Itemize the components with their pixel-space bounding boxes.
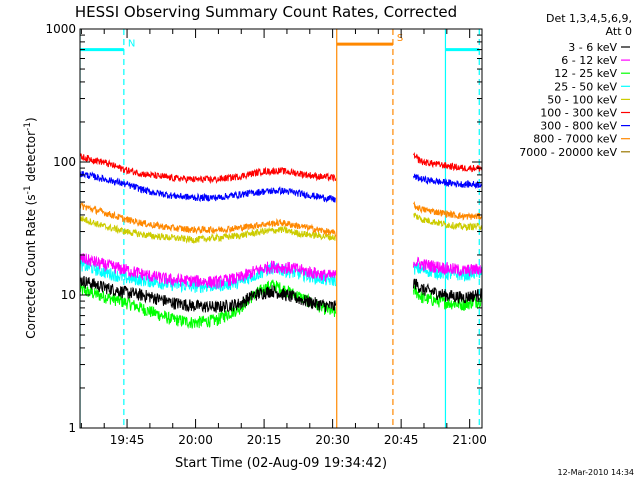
legend-label: 6 - 12 keV — [561, 54, 617, 67]
chart-title: HESSI Observing Summary Count Rates, Cor… — [75, 3, 457, 21]
legend-label: 800 - 7000 keV — [533, 133, 617, 146]
x-tick-label: 19:45 — [110, 433, 145, 447]
plot-frame — [79, 28, 483, 429]
legend-header-line: Det 1,3,4,5,6,9, — [546, 12, 632, 25]
series-line — [413, 200, 482, 221]
y-tick-label: 10 — [61, 288, 76, 302]
x-tick-label: 20:45 — [384, 433, 419, 447]
y-axis-label: Corrected Count Rate (s-1 detector-1) — [23, 117, 38, 338]
series-line — [413, 151, 482, 173]
series-line — [80, 275, 337, 313]
legend-label: 100 - 300 keV — [540, 107, 617, 120]
series-line — [413, 212, 482, 231]
flag-lines — [80, 29, 480, 428]
y-tick-label: 1000 — [45, 22, 76, 36]
x-axis-label: Start Time (02-Aug-09 19:34:42) — [175, 456, 387, 471]
series-line — [413, 256, 482, 277]
x-axis: 19:45 20:00 20:15 20:30 20:45 21:00 — [80, 29, 487, 447]
legend-label: 50 - 100 keV — [547, 93, 617, 106]
series-line — [413, 278, 482, 304]
series-line — [80, 170, 336, 203]
legend-label: 300 - 800 keV — [540, 120, 617, 133]
y-tick-label: 1 — [68, 421, 76, 435]
legend-label: 12 - 25 keV — [554, 67, 617, 80]
legend-label: 7000 - 20000 keV — [519, 146, 617, 159]
series-line — [413, 173, 482, 190]
series-line — [80, 153, 337, 185]
legend-label: 25 - 50 keV — [554, 80, 617, 93]
series-layer — [80, 151, 482, 330]
series-line — [80, 215, 337, 244]
x-tick-label: 20:00 — [178, 433, 213, 447]
flag-bar-label: N — [128, 39, 135, 50]
series-line — [80, 202, 337, 237]
x-tick-label: 21:00 — [452, 433, 487, 447]
footer-timestamp: 12-Mar-2010 14:34 — [558, 468, 635, 477]
y-axis: 1 10 100 1000 — [45, 22, 482, 435]
legend-header-line: Att 0 — [606, 25, 632, 38]
x-tick-label: 20:30 — [315, 433, 350, 447]
y-tick-label: 100 — [53, 155, 76, 169]
x-tick-label: 20:15 — [247, 433, 282, 447]
legend-label: 3 - 6 keV — [568, 41, 617, 54]
series-line — [80, 253, 337, 289]
flag-bars: NS — [80, 33, 480, 52]
flag-bar-label: S — [397, 33, 403, 44]
